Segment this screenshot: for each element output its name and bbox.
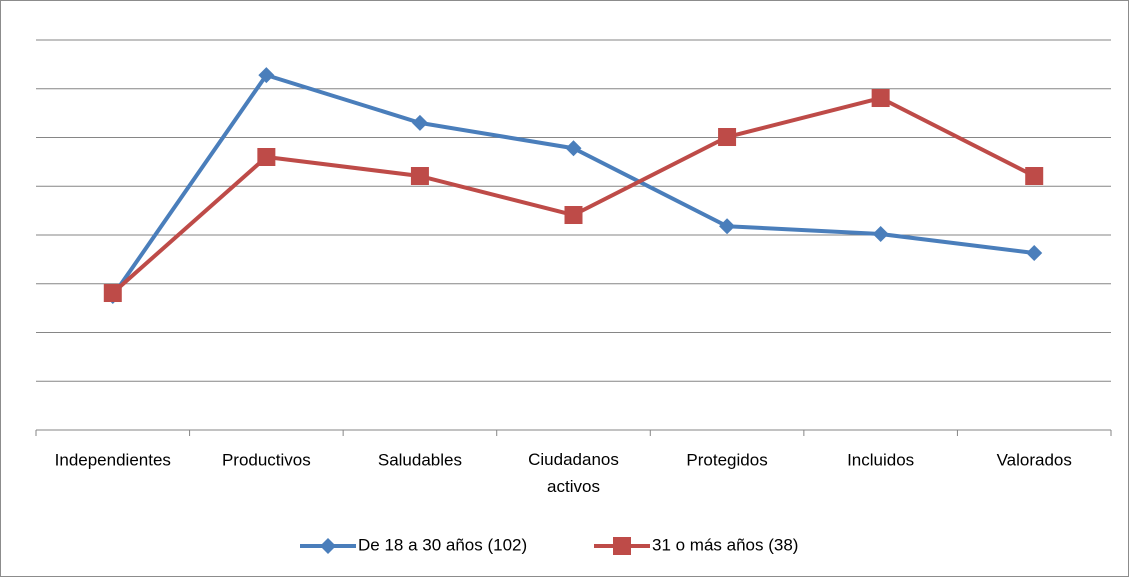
point xyxy=(103,284,122,303)
point xyxy=(565,140,582,157)
point xyxy=(258,67,275,84)
point xyxy=(871,89,890,108)
point xyxy=(613,537,631,555)
point xyxy=(872,226,889,243)
x-tick-label: Ciudadanos activos xyxy=(528,450,619,496)
point xyxy=(1026,245,1043,262)
point xyxy=(718,128,737,147)
x-tick-label: Incluidos xyxy=(847,450,914,469)
point xyxy=(410,167,429,186)
point xyxy=(411,114,428,131)
x-tick-label: Saludables xyxy=(378,450,462,469)
x-tick-label: Valorados xyxy=(997,450,1072,469)
point xyxy=(1025,167,1044,186)
point xyxy=(719,218,736,235)
x-tick-label: Independientes xyxy=(55,450,171,469)
legend-label: 31 o más años (38) xyxy=(652,535,798,554)
point xyxy=(564,206,583,225)
legend-label: De 18 a 30 años (102) xyxy=(358,535,527,554)
point xyxy=(320,538,336,554)
point xyxy=(257,148,276,166)
x-tick-label: Productivos xyxy=(222,450,311,469)
x-tick-label: Protegidos xyxy=(686,450,767,469)
